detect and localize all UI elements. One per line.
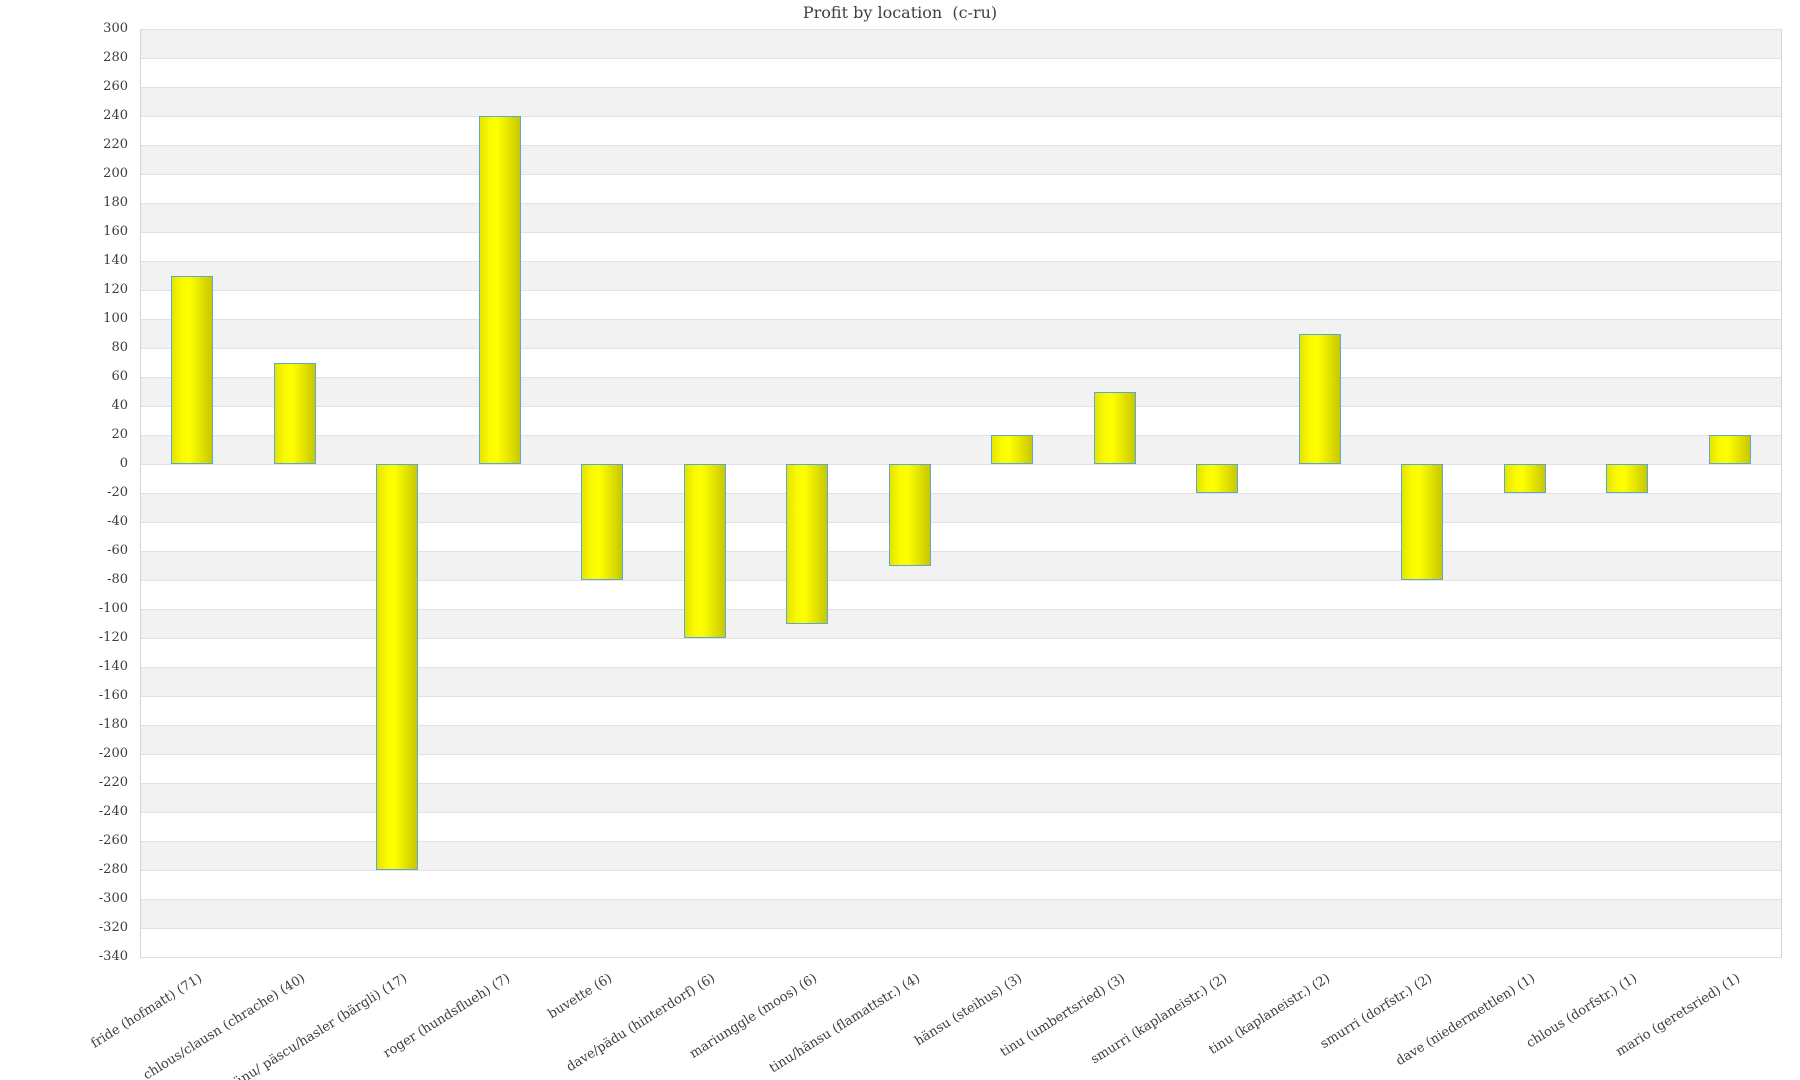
grid-band (141, 261, 1781, 290)
grid-band (141, 174, 1781, 203)
y-axis-tick-label: -280 (98, 862, 128, 877)
y-axis-tick-label: -180 (98, 717, 128, 732)
y-axis-tick-label: -300 (98, 891, 128, 906)
y-axis-tick-label: 60 (111, 369, 128, 384)
y-axis-tick-label: 160 (103, 224, 128, 239)
y-axis-tick-label: -160 (98, 688, 128, 703)
bar (1503, 464, 1546, 493)
bar (376, 464, 419, 870)
bar (171, 275, 214, 464)
bar (581, 464, 624, 580)
y-axis-tick-label: -320 (98, 920, 128, 935)
grid-band (141, 290, 1781, 319)
grid-band (141, 87, 1781, 116)
y-axis-tick-label: -220 (98, 775, 128, 790)
grid-band (141, 377, 1781, 406)
grid-band (141, 899, 1781, 928)
grid-band (141, 406, 1781, 435)
y-axis-tick-label: 0 (119, 456, 128, 471)
bar (1196, 464, 1239, 493)
y-axis-tick-label: 40 (111, 398, 128, 413)
bar (786, 464, 829, 624)
grid-band (141, 435, 1781, 464)
bar (1708, 435, 1751, 464)
grid-band (141, 58, 1781, 87)
bar (1093, 391, 1136, 464)
y-axis-tick-label: -240 (98, 804, 128, 819)
y-axis-tick-label: 240 (103, 108, 128, 123)
y-axis-tick-label: -60 (107, 543, 128, 558)
bar (273, 362, 316, 464)
y-axis-tick-label: -340 (98, 949, 128, 964)
y-axis-tick-label: 280 (103, 50, 128, 65)
grid-band (141, 232, 1781, 261)
bar (888, 464, 931, 566)
bar (1606, 464, 1649, 493)
y-axis-tick-label: -200 (98, 746, 128, 761)
y-axis-tick-label: 20 (111, 427, 128, 442)
grid-band (141, 203, 1781, 232)
grid-band (141, 116, 1781, 145)
y-axis-tick-label: -260 (98, 833, 128, 848)
y-axis-tick-label: -80 (107, 572, 128, 587)
y-axis-tick-label: 260 (103, 79, 128, 94)
bar (1298, 333, 1341, 464)
bar (991, 435, 1034, 464)
y-axis-tick-label: -40 (107, 514, 128, 529)
y-axis-tick-label: -20 (107, 485, 128, 500)
y-axis-tick-label: -120 (98, 630, 128, 645)
y-axis-tick-label: 300 (103, 21, 128, 36)
grid-band (141, 145, 1781, 174)
grid-band (141, 319, 1781, 348)
y-axis-tick-label: 120 (103, 282, 128, 297)
grid-band (141, 29, 1781, 58)
grid-band (141, 348, 1781, 377)
y-axis-tick-label: 220 (103, 137, 128, 152)
plot-area (140, 29, 1782, 958)
y-axis-tick-label: 200 (103, 166, 128, 181)
y-axis-tick-label: 80 (111, 340, 128, 355)
grid-band (141, 870, 1781, 899)
bar (478, 116, 521, 464)
chart-title: Profit by location (c-ru) (802, 3, 998, 22)
grid-band (141, 928, 1781, 957)
y-axis-tick-label: 100 (103, 311, 128, 326)
y-axis-tick-label: 180 (103, 195, 128, 210)
y-axis-tick-label: -100 (98, 601, 128, 616)
y-axis-tick-label: 140 (103, 253, 128, 268)
bar (683, 464, 726, 638)
bar (1401, 464, 1444, 580)
y-axis-tick-label: -140 (98, 659, 128, 674)
